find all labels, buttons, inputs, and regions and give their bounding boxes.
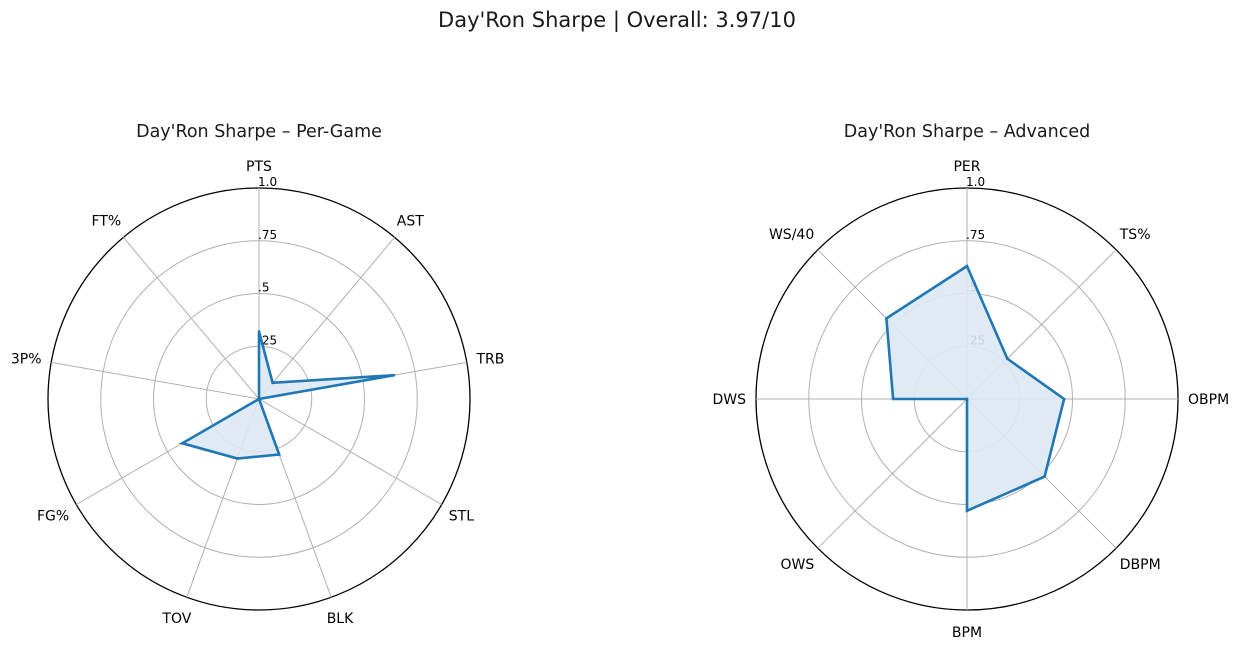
axis-label-ts: TS% bbox=[1119, 227, 1151, 243]
axis-label-trb: TRB bbox=[475, 352, 504, 368]
data-point-ows bbox=[965, 397, 969, 401]
axis-label-ast: AST bbox=[397, 214, 424, 230]
data-point-trb bbox=[392, 373, 396, 377]
radar-panel-1: Day'Ron Sharpe – Per-Game.25.5.751.0PTSA… bbox=[11, 122, 504, 627]
axis-label-ows: OWS bbox=[780, 557, 814, 573]
figure-title: Day'Ron Sharpe | Overall: 3.97/10 bbox=[438, 8, 796, 32]
data-point-blk bbox=[277, 453, 281, 456]
data-point-dws bbox=[891, 397, 895, 401]
data-point-tov bbox=[236, 457, 239, 460]
data-point-ast bbox=[271, 381, 274, 385]
axis-label-ft: FT% bbox=[92, 214, 122, 230]
data-point-obpm bbox=[1062, 397, 1066, 401]
axis-label-blk: BLK bbox=[327, 611, 354, 627]
axis-label-bpm: BPM bbox=[952, 625, 982, 641]
series-area bbox=[886, 266, 1065, 511]
radar-panel-2: Day'Ron Sharpe – Advanced.25.5.751.0PERT… bbox=[712, 122, 1229, 641]
axis-label-dbpm: DBPM bbox=[1120, 557, 1161, 573]
grid-spoke bbox=[51, 361, 260, 400]
r-tick-label: .5 bbox=[258, 281, 269, 295]
grid-spoke bbox=[258, 237, 396, 400]
data-point-ws40 bbox=[885, 317, 888, 320]
axis-label-obpm: OBPM bbox=[1188, 392, 1229, 408]
axis-label-3p: 3P% bbox=[11, 352, 42, 368]
data-point-per bbox=[965, 264, 969, 268]
panel-title: Day'Ron Sharpe – Advanced bbox=[844, 122, 1090, 142]
grid-spoke bbox=[258, 398, 442, 505]
r-tick-label: .75 bbox=[966, 228, 985, 242]
grid-spoke bbox=[817, 398, 968, 549]
data-point-ts bbox=[1005, 357, 1009, 361]
data-point-ft bbox=[257, 397, 261, 401]
axis-label-pts: PTS bbox=[246, 159, 272, 175]
r-tick-label: .75 bbox=[258, 228, 277, 242]
data-point-bpm bbox=[965, 509, 969, 513]
axis-label-tov: TOV bbox=[161, 611, 191, 627]
data-point-fg bbox=[180, 442, 184, 445]
axis-label-ws40: WS/40 bbox=[769, 227, 814, 243]
grid-spoke bbox=[122, 237, 260, 400]
axis-label-per: PER bbox=[953, 159, 980, 175]
axis-label-stl: STL bbox=[449, 509, 474, 525]
data-point-pts bbox=[257, 330, 261, 333]
axis-label-fg: FG% bbox=[37, 509, 69, 525]
panel-title: Day'Ron Sharpe – Per-Game bbox=[136, 122, 382, 142]
r-tick-label: 1.0 bbox=[258, 175, 277, 189]
r-tick-label: 1.0 bbox=[966, 175, 985, 189]
axis-label-dws: DWS bbox=[712, 392, 746, 408]
series-area bbox=[182, 331, 395, 459]
data-point-dbpm bbox=[1043, 475, 1046, 478]
